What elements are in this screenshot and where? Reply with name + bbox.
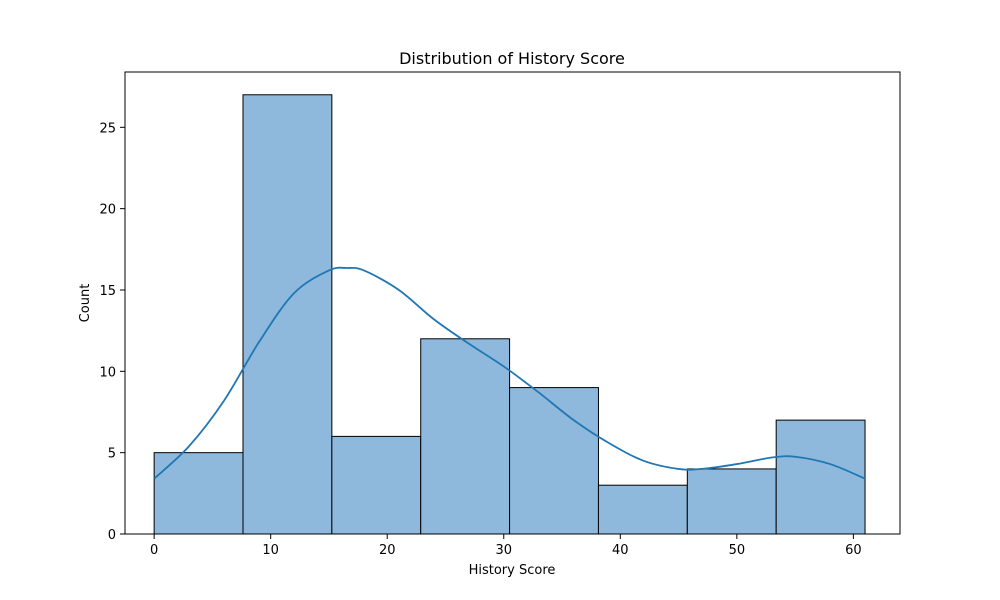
- x-tick-label: 30: [495, 543, 512, 558]
- x-tick-label: 0: [150, 543, 158, 558]
- histogram-bar: [775, 419, 866, 535]
- histogram-bar: [331, 435, 422, 535]
- y-tick-label: 20: [99, 203, 116, 218]
- histogram-bars: [153, 94, 866, 535]
- histogram-bar: [686, 468, 777, 535]
- histogram-bar: [420, 338, 511, 535]
- x-tick-label: 40: [612, 543, 629, 558]
- x-tick-label: 20: [379, 543, 396, 558]
- histogram-bar: [153, 452, 244, 535]
- histogram-bar: [597, 484, 688, 535]
- plot-frame: [124, 71, 901, 535]
- x-tick-label: 50: [729, 543, 746, 558]
- chart-title: Distribution of History Score: [399, 49, 625, 68]
- x-tick-label: 60: [845, 543, 862, 558]
- histogram-bar: [242, 94, 333, 535]
- kde-curve: [153, 266, 866, 480]
- y-axis-label: Count: [78, 284, 93, 323]
- x-axis-ticks: 0 10 20 30 40 50 60: [150, 534, 862, 558]
- y-axis-ticks: 0 5 10 15 20 25: [99, 121, 125, 543]
- y-tick-label: 0: [108, 528, 116, 543]
- y-tick-label: 5: [108, 447, 116, 462]
- y-tick-label: 15: [99, 284, 116, 299]
- histogram-bar: [509, 387, 599, 535]
- y-tick-label: 10: [99, 365, 116, 380]
- x-tick-label: 10: [262, 543, 279, 558]
- y-tick-label: 25: [99, 121, 116, 136]
- x-axis-label: History Score: [469, 563, 556, 578]
